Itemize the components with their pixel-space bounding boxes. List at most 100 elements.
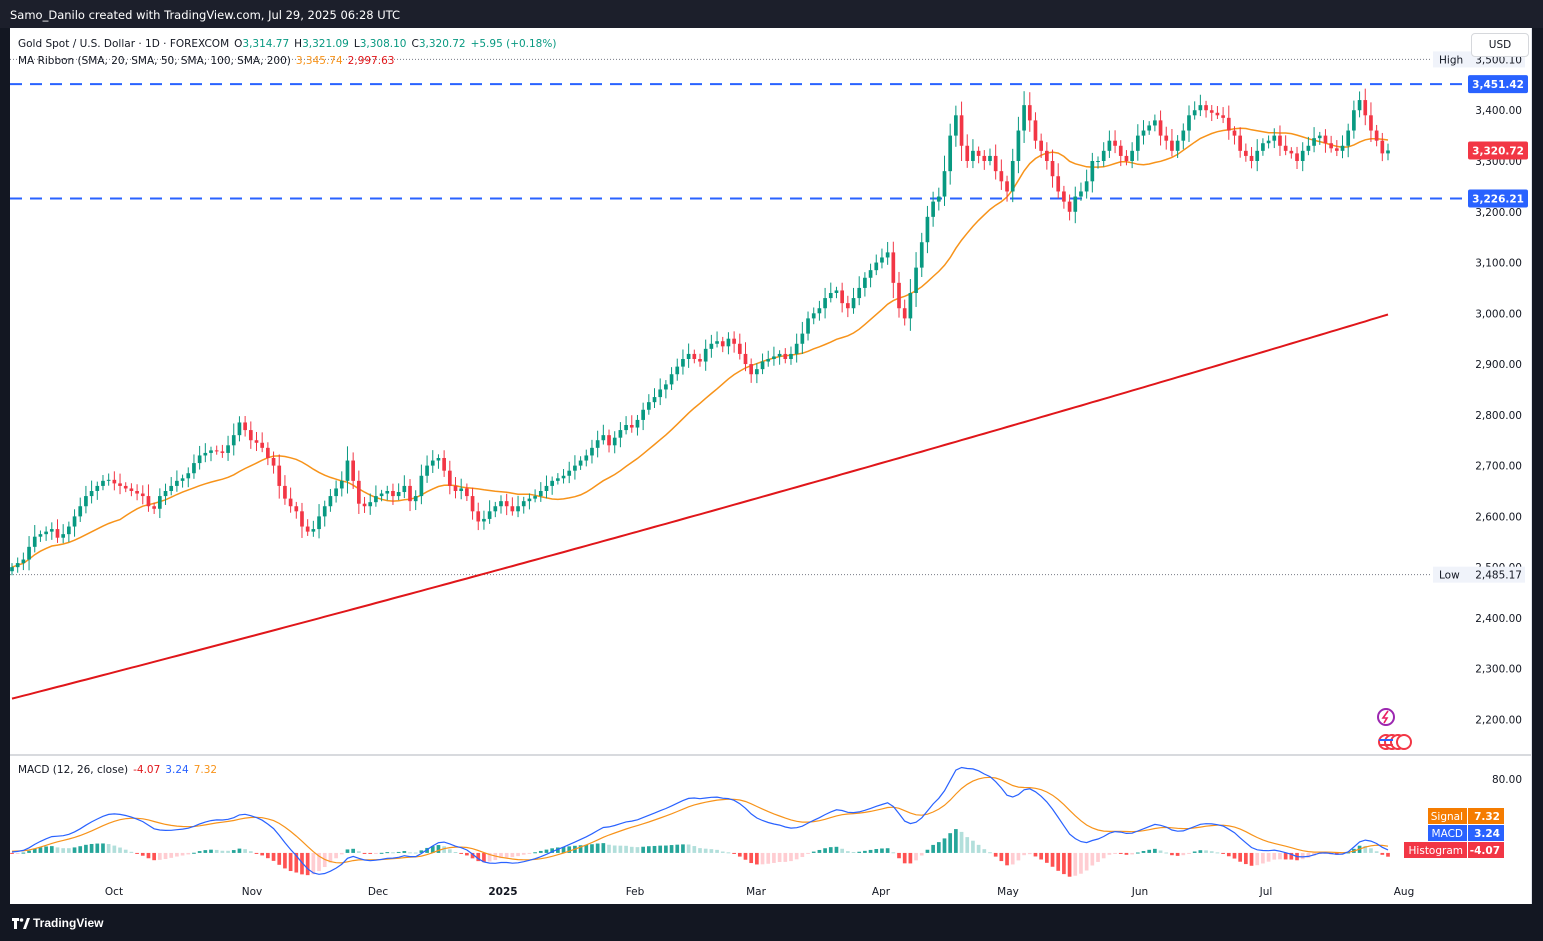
candle-body [1244, 150, 1248, 156]
candle-body [595, 440, 600, 448]
ma-ribbon-label[interactable]: MA Ribbon (SMA, 20, SMA, 50, SMA, 100, S… [18, 55, 291, 67]
macd-histogram-bar [1079, 852, 1083, 874]
macd-histogram-bar [504, 852, 509, 858]
macd-histogram-bar [248, 851, 253, 853]
candle-body [1153, 120, 1157, 126]
candle-body [243, 422, 247, 431]
macd-histogram-bar [425, 847, 429, 853]
candle-body [999, 171, 1004, 182]
macd-histogram-bar [1278, 852, 1282, 860]
candle-body [868, 270, 873, 278]
candle-body [1283, 145, 1288, 151]
macd-histogram-bar [1050, 852, 1055, 867]
macd-histogram-bar [789, 852, 793, 862]
macd-tag-value-bg [1468, 808, 1504, 824]
macd-histogram-bar [118, 847, 122, 853]
macd-histogram-bar [10, 852, 14, 854]
candle-body [567, 470, 572, 476]
macd-histogram-bar [664, 845, 668, 853]
macd-histogram-bar [345, 849, 350, 853]
macd-histogram-bar [476, 852, 481, 862]
macd-histogram-bar [863, 850, 867, 853]
candle-body [936, 196, 941, 202]
candle-body [334, 488, 338, 497]
candle-body [44, 531, 48, 535]
macd-histogram-bar [459, 852, 464, 854]
macd-histogram-bar [652, 845, 657, 853]
chart-frame[interactable] [10, 28, 1532, 904]
macd-histogram-bar [1039, 852, 1043, 860]
candle-body [612, 437, 617, 446]
candle-body [510, 506, 515, 512]
candle-body [476, 511, 481, 522]
candle-body [675, 366, 680, 375]
currency-button[interactable]: USD [1471, 33, 1529, 57]
candle-body [470, 496, 475, 512]
macd-tag-name: Histogram [1409, 845, 1463, 857]
macd-histogram-bar [1238, 852, 1243, 862]
macd-histogram-bar [1374, 851, 1379, 853]
tradingview-logo[interactable]: TradingView [12, 916, 103, 930]
macd-tag-value-bg [1468, 842, 1504, 858]
macd-histogram-bar [1386, 852, 1390, 857]
macd-histogram-bar [828, 847, 833, 853]
candle-body [919, 242, 924, 268]
candle-body [146, 496, 151, 507]
open-value: 3,314.77 [242, 38, 290, 50]
macd-histogram-bar [806, 852, 810, 854]
ma-ribbon-row[interactable]: MA Ribbon (SMA, 20, SMA, 50, SMA, 100, S… [18, 53, 556, 70]
candle-body [828, 293, 833, 299]
candle-body [806, 318, 810, 334]
macd-histogram-bar [715, 849, 719, 853]
macd-histogram-bar [578, 845, 583, 853]
candle-body [1352, 110, 1356, 131]
candle-body [175, 480, 179, 486]
macd-histogram-bar [1209, 851, 1214, 853]
macd-histogram-bar [800, 852, 805, 858]
macd-histogram-bar [61, 848, 66, 853]
candle-body [743, 353, 748, 365]
candle-body [715, 341, 719, 344]
macd-legend[interactable]: MACD (12, 26, close) -4.07 3.24 7.32 [18, 764, 217, 776]
macd-histogram-bar [453, 852, 458, 854]
candle-body [453, 485, 458, 491]
candle-body [180, 478, 185, 481]
event-flash-icon [1377, 708, 1395, 726]
time-axis-label: Jul [1259, 886, 1273, 898]
candle-body [84, 496, 88, 507]
candle-body [1238, 135, 1243, 151]
macd-histogram-bar [317, 852, 321, 872]
macd-histogram-bar [811, 851, 816, 853]
candle-body [1380, 140, 1385, 154]
macd-histogram-bar [1221, 852, 1225, 854]
candle-body [1312, 138, 1316, 146]
candle-body [487, 511, 492, 519]
macd-histogram-bar [214, 849, 219, 853]
macd-histogram-bar [135, 852, 139, 854]
candle-body [658, 389, 663, 398]
candle-body [1295, 153, 1299, 161]
macd-label[interactable]: MACD (12, 26, close) [18, 764, 129, 776]
macd-histogram-bar [908, 852, 913, 864]
candle-body [817, 308, 822, 314]
us-flag-stripe [1379, 739, 1393, 741]
macd-histogram-bar [601, 843, 606, 853]
symbol-title[interactable]: Gold Spot / U.S. Dollar · 1D · FOREXCOM [18, 38, 230, 50]
candle-body [811, 313, 816, 319]
macd-histogram-bar [845, 851, 850, 853]
macd-histogram-bar [447, 849, 452, 853]
ohlc-row[interactable]: Gold Spot / U.S. Dollar · 1D · FOREXCOM O… [18, 36, 556, 53]
candle-body [260, 442, 265, 448]
candle-body [794, 343, 799, 354]
macd-histogram-bar [266, 852, 270, 859]
sma-20-line [11, 127, 1389, 568]
macd-histogram-bar [698, 848, 702, 853]
candle-body [112, 479, 117, 484]
candle-body [129, 488, 134, 491]
macd-histogram-bar [834, 846, 839, 853]
candle-body [578, 460, 583, 466]
level-price-label: 3,451.42 [1472, 79, 1524, 91]
candle-body [851, 298, 856, 309]
candle-body [169, 485, 174, 491]
